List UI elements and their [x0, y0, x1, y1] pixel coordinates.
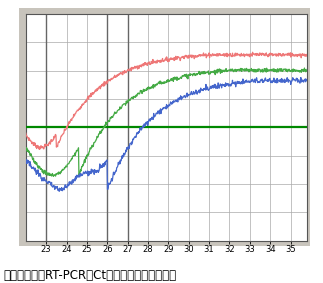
Text: 図４　定量的RT-PCRのCt値の結果を示す結果。: 図４ 定量的RT-PCRのCt値の結果を示す結果。: [3, 269, 176, 282]
